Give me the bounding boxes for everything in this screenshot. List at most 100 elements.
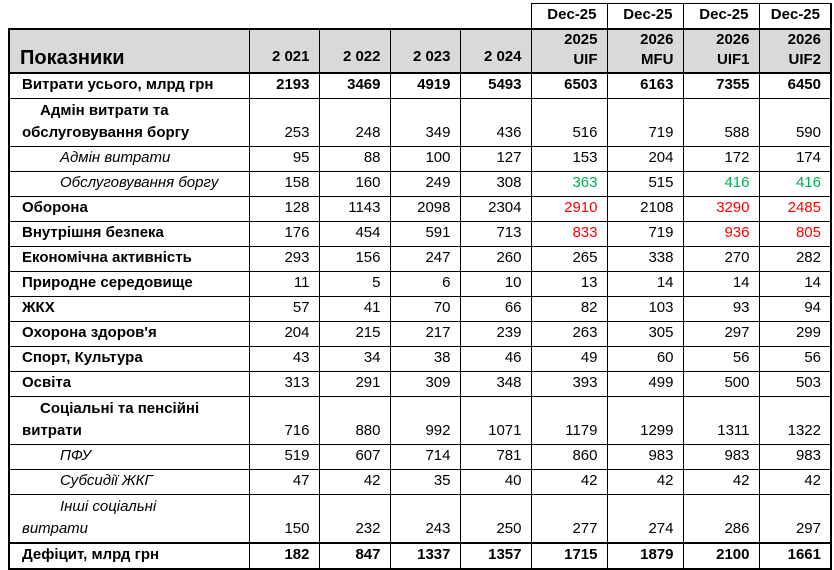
cell-value[interactable]: 95 <box>248 146 320 172</box>
row-label[interactable]: ЖКХ <box>8 296 250 322</box>
cell-value[interactable]: 503 <box>758 371 832 397</box>
row-label[interactable]: Адмін витрати та обслуговування боргу <box>8 98 250 147</box>
cell-value[interactable]: 40 <box>459 469 532 495</box>
cell-value[interactable]: 308 <box>459 171 532 197</box>
row-label[interactable]: Обслуговування боргу <box>8 171 250 197</box>
cell-value[interactable]: 297 <box>682 321 760 347</box>
row-label[interactable]: Внутрішня безпека <box>8 221 250 247</box>
cell-value[interactable]: 499 <box>606 371 684 397</box>
cell-value[interactable]: 270 <box>682 246 760 272</box>
cell-value[interactable]: 38 <box>389 346 461 372</box>
cell-value[interactable]: 500 <box>682 371 760 397</box>
cell-value[interactable]: 6 <box>389 271 461 297</box>
header-year-2024[interactable]: 2 024 <box>459 28 532 74</box>
cell-value[interactable]: 781 <box>459 444 532 470</box>
row-label[interactable]: Природне середовище <box>8 271 250 297</box>
cell-value[interactable]: 93 <box>682 296 760 322</box>
cell-value[interactable]: 983 <box>606 444 684 470</box>
row-label[interactable]: Витрати усього, млрд грн <box>8 72 250 99</box>
row-label[interactable]: Спорт, Культура <box>8 346 250 372</box>
cell-value[interactable]: 713 <box>459 221 532 247</box>
cell-value[interactable]: 47 <box>248 469 320 495</box>
cell-value[interactable]: 833 <box>530 221 608 247</box>
cell-value[interactable]: 56 <box>682 346 760 372</box>
cell-value[interactable]: 253 <box>248 98 320 147</box>
cell-value[interactable]: 153 <box>530 146 608 172</box>
cell-value[interactable]: 1299 <box>606 396 684 445</box>
header-dec25-1[interactable]: Dec-25 <box>530 3 608 30</box>
cell-value[interactable]: 293 <box>248 246 320 272</box>
header-dec25-3[interactable]: Dec-25 <box>682 3 760 30</box>
header-dec25-2[interactable]: Dec-25 <box>606 3 684 30</box>
cell-value[interactable]: 172 <box>682 146 760 172</box>
cell-value[interactable]: 274 <box>606 494 684 543</box>
cell-value[interactable]: 416 <box>682 171 760 197</box>
cell-value[interactable]: 516 <box>530 98 608 147</box>
cell-value[interactable]: 42 <box>758 469 832 495</box>
cell-value[interactable]: 176 <box>248 221 320 247</box>
cell-value[interactable]: 299 <box>758 321 832 347</box>
cell-value[interactable]: 3469 <box>318 72 391 99</box>
cell-value[interactable]: 42 <box>318 469 391 495</box>
cell-value[interactable]: 204 <box>248 321 320 347</box>
cell-value[interactable]: 247 <box>389 246 461 272</box>
cell-value[interactable]: 66 <box>459 296 532 322</box>
cell-value[interactable]: 1357 <box>459 541 532 570</box>
cell-value[interactable]: 2100 <box>682 541 760 570</box>
row-label[interactable]: Економічна активність <box>8 246 250 272</box>
cell-value[interactable]: 42 <box>530 469 608 495</box>
cell-value[interactable]: 265 <box>530 246 608 272</box>
cell-value[interactable]: 1337 <box>389 541 461 570</box>
cell-value[interactable]: 436 <box>459 98 532 147</box>
header-dec25-4[interactable]: Dec-25 <box>758 3 832 30</box>
cell-value[interactable]: 5493 <box>459 72 532 99</box>
row-label[interactable]: ПФУ <box>8 444 250 470</box>
cell-value[interactable]: 128 <box>248 196 320 222</box>
cell-value[interactable]: 313 <box>248 371 320 397</box>
cell-value[interactable]: 248 <box>318 98 391 147</box>
cell-value[interactable]: 880 <box>318 396 391 445</box>
cell-value[interactable]: 2193 <box>248 72 320 99</box>
cell-value[interactable]: 1322 <box>758 396 832 445</box>
cell-value[interactable]: 416 <box>758 171 832 197</box>
cell-value[interactable]: 46 <box>459 346 532 372</box>
cell-value[interactable]: 6163 <box>606 72 684 99</box>
cell-value[interactable]: 1071 <box>459 396 532 445</box>
cell-value[interactable]: 7355 <box>682 72 760 99</box>
header-scenario-uif1[interactable]: 2026 UIF1 <box>682 28 760 74</box>
cell-value[interactable]: 174 <box>758 146 832 172</box>
cell-value[interactable]: 454 <box>318 221 391 247</box>
cell-value[interactable]: 239 <box>459 321 532 347</box>
cell-value[interactable]: 14 <box>682 271 760 297</box>
header-year-2023[interactable]: 2 023 <box>389 28 461 74</box>
cell-value[interactable]: 14 <box>758 271 832 297</box>
cell-value[interactable]: 100 <box>389 146 461 172</box>
cell-value[interactable]: 49 <box>530 346 608 372</box>
cell-value[interactable]: 82 <box>530 296 608 322</box>
cell-value[interactable]: 160 <box>318 171 391 197</box>
cell-value[interactable]: 2098 <box>389 196 461 222</box>
cell-value[interactable]: 42 <box>682 469 760 495</box>
cell-value[interactable]: 860 <box>530 444 608 470</box>
cell-value[interactable]: 42 <box>606 469 684 495</box>
cell-value[interactable]: 393 <box>530 371 608 397</box>
cell-value[interactable]: 719 <box>606 98 684 147</box>
cell-value[interactable]: 348 <box>459 371 532 397</box>
cell-value[interactable]: 716 <box>248 396 320 445</box>
cell-value[interactable]: 13 <box>530 271 608 297</box>
row-label[interactable]: Дефіцит, млрд грн <box>8 541 250 570</box>
cell-value[interactable]: 250 <box>459 494 532 543</box>
cell-value[interactable]: 5 <box>318 271 391 297</box>
row-label[interactable]: Соціальні та пенсійні витрати <box>8 396 250 445</box>
cell-value[interactable]: 309 <box>389 371 461 397</box>
cell-value[interactable]: 150 <box>248 494 320 543</box>
row-label[interactable]: Субсидії ЖКГ <box>8 469 250 495</box>
cell-value[interactable]: 1661 <box>758 541 832 570</box>
cell-value[interactable]: 6450 <box>758 72 832 99</box>
cell-value[interactable]: 515 <box>606 171 684 197</box>
header-year-2022[interactable]: 2 022 <box>318 28 391 74</box>
cell-value[interactable]: 2304 <box>459 196 532 222</box>
cell-value[interactable]: 1311 <box>682 396 760 445</box>
cell-value[interactable]: 286 <box>682 494 760 543</box>
cell-value[interactable]: 519 <box>248 444 320 470</box>
